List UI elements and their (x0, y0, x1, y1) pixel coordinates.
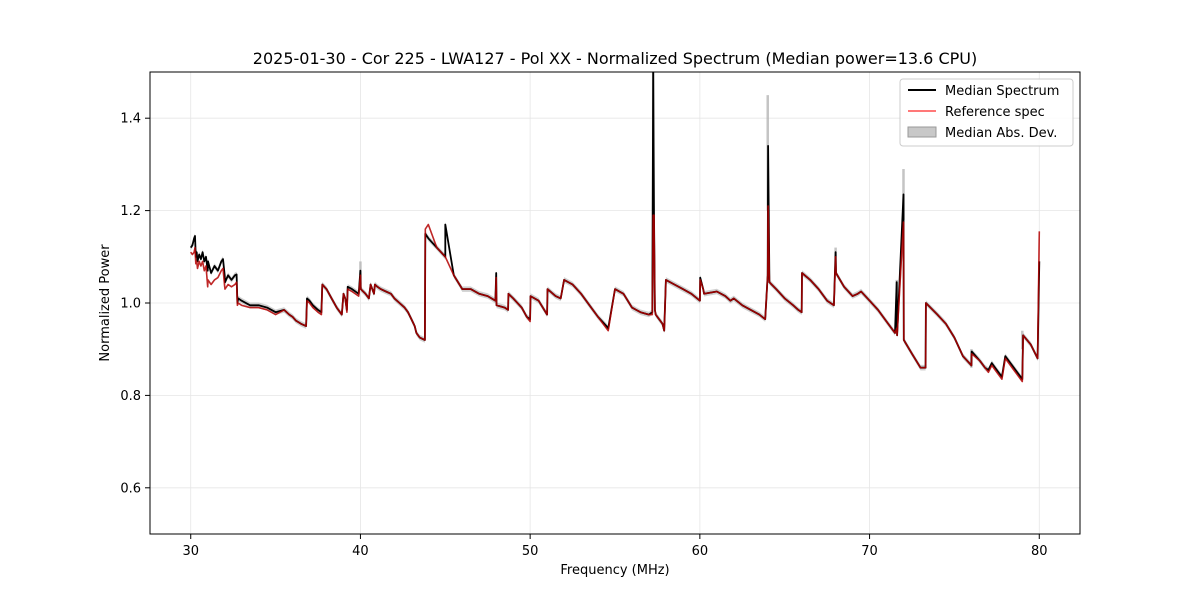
legend-mad-label: Median Abs. Dev. (945, 126, 1057, 141)
x-tick-label-3: 60 (692, 544, 709, 559)
y-tick-label-4: 1.4 (120, 112, 141, 127)
y-tick-label-1: 0.8 (120, 389, 141, 404)
y-axis-label: Normalized Power (98, 244, 113, 362)
overlap-layer (190, 205, 1041, 383)
x-tick-label-2: 50 (522, 544, 539, 559)
legend-median-label: Median Spectrum (945, 84, 1059, 99)
y-axis-ticks: 0.6 0.8 1.0 1.2 1.4 (120, 112, 150, 496)
mad-band (190, 72, 1040, 382)
x-tick-label-5: 80 (1031, 544, 1048, 559)
chart-title: 2025-01-30 - Cor 225 - LWA127 - Pol XX -… (253, 49, 977, 68)
legend: Median Spectrum Reference spec Median Ab… (899, 78, 1074, 147)
legend-box (899, 78, 1074, 147)
x-tick-label-1: 40 (352, 544, 369, 559)
y-tick-label-0: 0.6 (120, 481, 141, 496)
legend-reference-label: Reference spec (945, 105, 1045, 120)
y-tick-label-3: 1.2 (120, 204, 141, 219)
overlap-line (190, 205, 1041, 383)
y-tick-label-2: 1.0 (120, 297, 141, 312)
x-axis-ticks: 30 40 50 60 70 80 (182, 534, 1048, 559)
legend-mad-swatch (907, 126, 937, 138)
x-tick-label-0: 30 (182, 544, 199, 559)
x-tick-label-4: 70 (861, 544, 878, 559)
x-axis-label: Frequency (MHz) (560, 563, 669, 578)
